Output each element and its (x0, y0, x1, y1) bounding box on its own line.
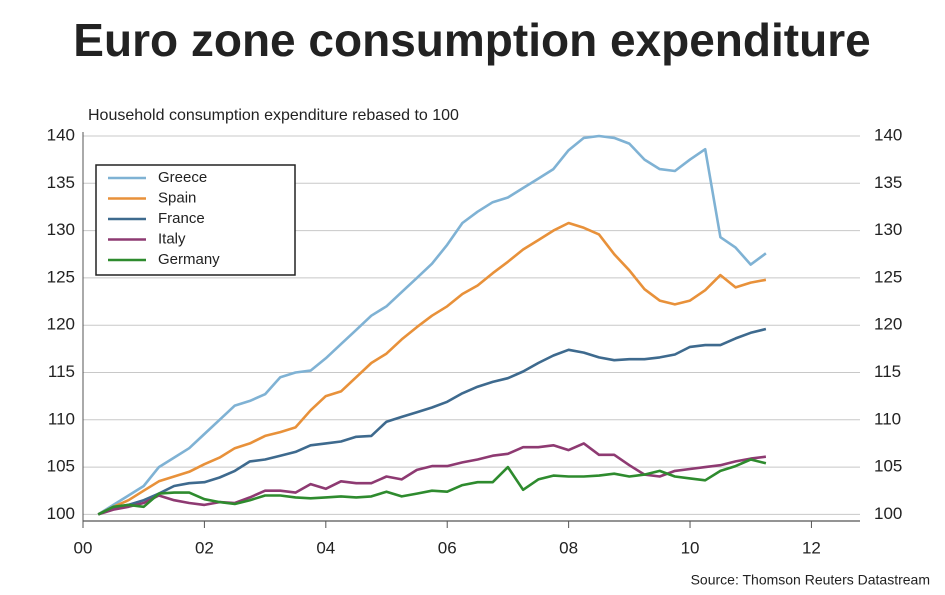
x-tick-label: 02 (195, 538, 214, 557)
y-tick-label: 115 (48, 362, 75, 381)
y-tick-label: 140 (47, 125, 75, 144)
legend-label: Spain (158, 189, 196, 206)
x-tick-label: 10 (681, 538, 700, 557)
data-line (97, 458, 767, 516)
data-line (97, 442, 767, 516)
y2-tick-label: 130 (874, 220, 902, 239)
chart-title: Euro zone consumption expenditure (73, 14, 870, 66)
x-tick-label: 08 (559, 538, 578, 557)
y-tick-label: 120 (47, 315, 75, 334)
data-line (97, 327, 767, 516)
y-tick-label: 125 (47, 267, 75, 286)
y2-tick-label: 115 (874, 362, 901, 381)
y2-tick-label: 135 (874, 173, 902, 192)
y-tick-label: 105 (47, 457, 75, 476)
y2-tick-label: 110 (874, 409, 901, 428)
y2-tick-label: 120 (874, 315, 902, 334)
x-tick-label: 00 (74, 538, 93, 557)
y2-tick-label: 100 (874, 504, 902, 523)
source-note: Source: Thomson Reuters Datastream (691, 572, 930, 588)
data-line (97, 134, 767, 516)
x-tick-label: 06 (438, 538, 457, 557)
legend-label: France (158, 210, 205, 227)
x-tick-label: 12 (802, 538, 821, 557)
y-tick-label: 135 (47, 173, 75, 192)
data-line (97, 221, 767, 516)
x-tick-label: 04 (316, 538, 335, 557)
legend-label: Greece (158, 169, 207, 186)
legend-label: Germany (158, 251, 220, 268)
y-tick-label: 110 (48, 409, 75, 428)
y-tick-label: 100 (47, 504, 75, 523)
y2-tick-label: 140 (874, 125, 902, 144)
y-tick-label: 130 (47, 220, 75, 239)
chart-subtitle: Household consumption expenditure rebase… (88, 107, 459, 124)
legend-label: Italy (158, 230, 186, 247)
y2-tick-label: 125 (874, 267, 902, 286)
y2-tick-label: 105 (874, 457, 902, 476)
